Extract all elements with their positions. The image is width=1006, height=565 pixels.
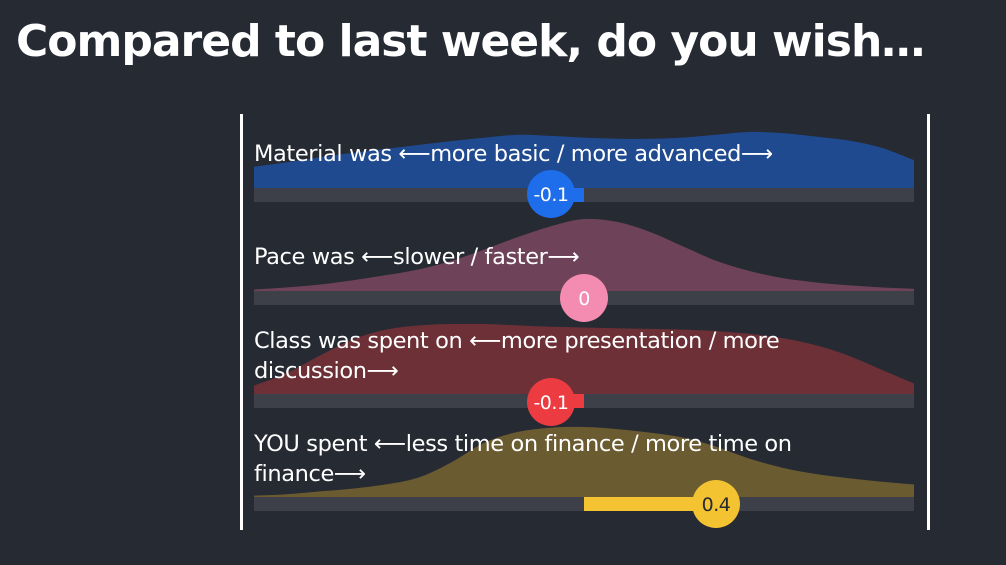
mean-marker-pace	[560, 274, 608, 322]
mean-value-label-material: -0.1	[533, 184, 568, 206]
mean-marker-material	[527, 170, 575, 218]
mean-value-label-finance-time: 0.4	[702, 494, 731, 516]
mean-value-label-pace: 0	[578, 288, 590, 310]
scale-left-boundary	[240, 114, 243, 530]
distribution-area-class-time	[254, 323, 914, 394]
mean-marker-finance-time	[692, 480, 740, 528]
scale-label-pace: Pace was ⟵slower / faster⟶	[254, 244, 580, 270]
distribution-area-pace	[254, 218, 914, 291]
scale-label-material: Material was ⟵more basic / more advanced…	[254, 141, 773, 167]
slide-title: Compared to last week, do you wish…	[16, 16, 925, 67]
scale-right-boundary	[927, 114, 930, 530]
scale-label-finance-time: YOU spent ⟵less time on finance / more t…	[254, 431, 792, 487]
mean-marker-class-time	[527, 378, 575, 426]
mean-value-label-class-time: -0.1	[533, 392, 568, 414]
mean-offset-bar-finance-time	[584, 497, 716, 511]
distribution-area-finance-time	[254, 426, 914, 497]
scale-label-class-time: Class was spent on ⟵more presentation / …	[254, 328, 780, 384]
distribution-area-material	[254, 131, 914, 188]
